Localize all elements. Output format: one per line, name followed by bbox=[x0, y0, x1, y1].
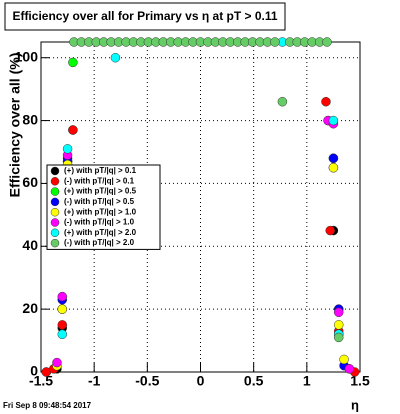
y-tick-label: 0 bbox=[30, 363, 38, 379]
legend-marker bbox=[50, 238, 60, 248]
point bbox=[328, 115, 339, 126]
x-tick-label: -1 bbox=[88, 373, 101, 389]
point bbox=[333, 332, 344, 343]
y-tick-label: 100 bbox=[15, 48, 39, 64]
point bbox=[68, 57, 78, 68]
legend-label: (-) with pT/|q| > 1.0 bbox=[64, 218, 135, 227]
title-box bbox=[4, 2, 286, 31]
x-tick-label: 0 bbox=[197, 373, 205, 389]
y-tick-label: 40 bbox=[22, 237, 38, 253]
footer: Fri Sep 8 09:48:54 2017 bbox=[3, 401, 92, 410]
x-tick-label: -0.5 bbox=[135, 373, 159, 389]
point bbox=[322, 37, 332, 47]
point bbox=[270, 37, 280, 47]
point bbox=[328, 153, 339, 164]
legend-marker bbox=[50, 218, 60, 227]
legend-label: (-) with pT/|q| > 2.0 bbox=[64, 238, 135, 247]
point bbox=[52, 357, 62, 368]
legend-label: (-) with pT/|q| > 0.5 bbox=[64, 197, 135, 206]
legend-marker bbox=[50, 207, 60, 217]
point bbox=[328, 162, 339, 173]
y-tick-label: 80 bbox=[22, 111, 38, 127]
point bbox=[57, 320, 68, 330]
y-tick-label: 20 bbox=[22, 300, 38, 316]
legend-label: (+) with pT/|q| > 1.0 bbox=[64, 207, 137, 216]
point bbox=[57, 304, 68, 314]
legend-box bbox=[46, 164, 161, 250]
point bbox=[277, 96, 288, 107]
point bbox=[57, 291, 68, 302]
legend-marker bbox=[50, 177, 60, 186]
point bbox=[325, 225, 335, 236]
point bbox=[333, 320, 344, 330]
x-axis-label: η bbox=[351, 397, 359, 412]
legend-label: (+) with pT/|q| > 0.1 bbox=[64, 166, 137, 175]
x-tick-label: 1 bbox=[303, 373, 311, 389]
point bbox=[62, 144, 73, 154]
legend-marker bbox=[50, 166, 60, 176]
legend-marker bbox=[50, 187, 60, 196]
point bbox=[339, 354, 349, 365]
chart-title: Efficiency over all for Primary vs η at … bbox=[12, 9, 277, 23]
legend-marker bbox=[50, 197, 60, 207]
y-tick-label: 60 bbox=[22, 174, 38, 190]
legend-label: (+) with pT/|q| > 0.5 bbox=[64, 187, 137, 196]
legend-label: (-) with pT/|q| > 0.1 bbox=[64, 176, 135, 185]
point bbox=[68, 125, 78, 135]
y-axis-label: Efficiency over all (%) bbox=[7, 53, 23, 198]
legend-marker bbox=[50, 228, 60, 238]
x-tick-label: 0.5 bbox=[244, 373, 264, 389]
point bbox=[344, 364, 355, 374]
point bbox=[321, 96, 331, 107]
legend-label: (+) with pT/|q| > 2.0 bbox=[64, 228, 137, 237]
point bbox=[333, 307, 344, 318]
x-tick-label: -1.5 bbox=[29, 373, 53, 389]
point bbox=[110, 52, 121, 63]
point bbox=[57, 329, 68, 340]
